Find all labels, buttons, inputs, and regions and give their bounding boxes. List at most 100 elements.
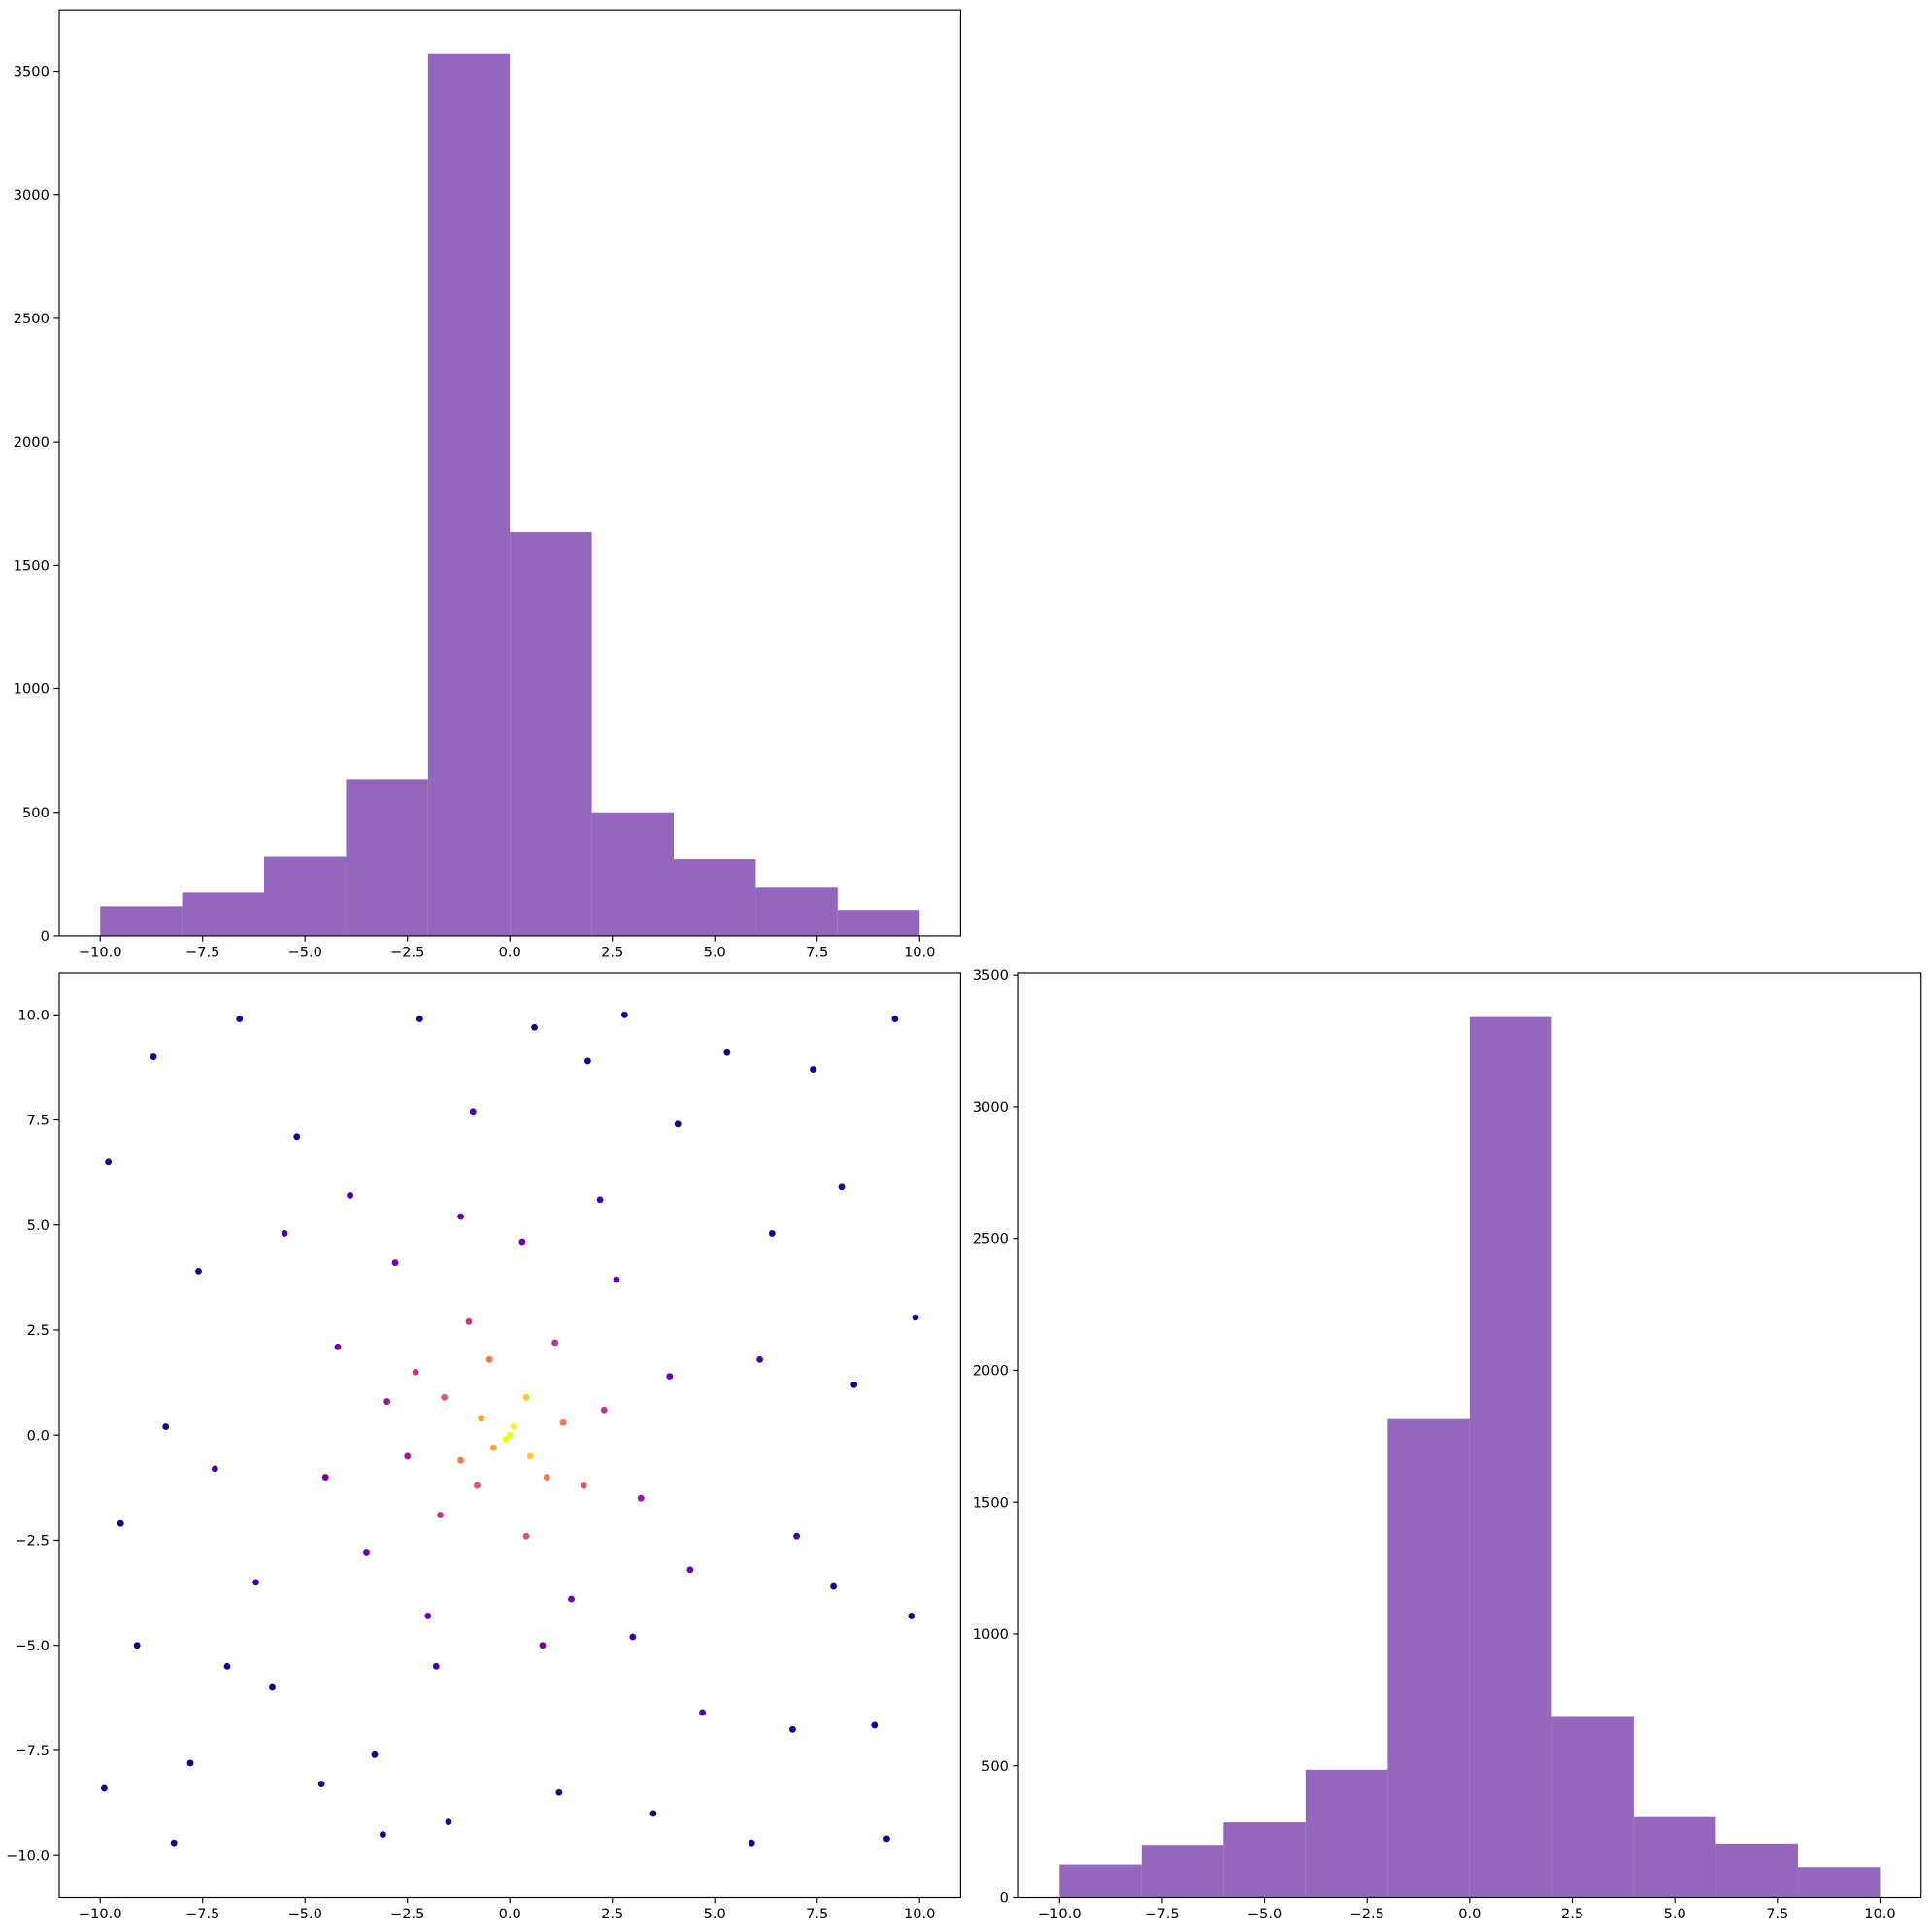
x-tick-label: −5.0 bbox=[288, 1906, 322, 1922]
point bbox=[437, 1512, 444, 1518]
point bbox=[404, 1452, 412, 1460]
point bbox=[150, 1053, 157, 1060]
x-tick-label: 7.5 bbox=[806, 944, 828, 960]
point bbox=[559, 1418, 567, 1426]
point bbox=[723, 1049, 731, 1056]
x-tick-label: 0.0 bbox=[499, 944, 521, 960]
point bbox=[252, 1579, 260, 1586]
point bbox=[871, 1721, 879, 1729]
point bbox=[269, 1683, 276, 1691]
point bbox=[793, 1532, 801, 1540]
point bbox=[281, 1229, 288, 1237]
bar bbox=[1797, 1867, 1881, 1898]
x-tick-label: −5.0 bbox=[1248, 1906, 1282, 1922]
point bbox=[810, 1066, 816, 1073]
y-tick-label: −2.5 bbox=[15, 1533, 49, 1549]
bar bbox=[346, 779, 428, 936]
point bbox=[748, 1839, 755, 1847]
point bbox=[637, 1494, 645, 1502]
y-tick-label: 7.5 bbox=[27, 1113, 50, 1129]
bar bbox=[1551, 1716, 1634, 1898]
point bbox=[674, 1120, 682, 1128]
point bbox=[511, 1423, 517, 1430]
x-tick-label: −5.0 bbox=[288, 944, 322, 960]
x-tick-label: −7.5 bbox=[1145, 1906, 1179, 1922]
point bbox=[445, 1818, 452, 1825]
y-tick-label: 1000 bbox=[973, 1626, 1009, 1643]
point bbox=[321, 1474, 329, 1481]
point bbox=[600, 1406, 608, 1414]
x-tick-label: 2.5 bbox=[601, 944, 623, 960]
point bbox=[699, 1709, 706, 1716]
point bbox=[133, 1642, 141, 1649]
y-tick-label: −10.0 bbox=[6, 1848, 50, 1864]
y-tick-label: 2000 bbox=[14, 434, 50, 450]
point bbox=[551, 1339, 559, 1347]
point bbox=[412, 1368, 419, 1376]
y-tick-label: 3500 bbox=[14, 64, 50, 81]
point bbox=[441, 1393, 449, 1401]
point bbox=[105, 1158, 113, 1166]
y-tick-label: −5.0 bbox=[15, 1638, 49, 1654]
bar bbox=[1387, 1418, 1470, 1898]
x-tick-label: 7.5 bbox=[806, 1906, 828, 1922]
point bbox=[788, 1725, 796, 1733]
point bbox=[555, 1788, 563, 1796]
bar bbox=[427, 53, 511, 936]
point bbox=[162, 1423, 170, 1430]
point bbox=[539, 1642, 547, 1649]
point bbox=[485, 1355, 493, 1363]
x-tick-label: 0.0 bbox=[499, 1906, 521, 1922]
point bbox=[469, 1108, 477, 1116]
point bbox=[522, 1393, 530, 1401]
x-tick-label: 2.5 bbox=[601, 1906, 623, 1922]
x-tick-label: −2.5 bbox=[390, 944, 424, 960]
bar bbox=[100, 906, 183, 936]
point bbox=[170, 1839, 178, 1847]
bar bbox=[1059, 1864, 1142, 1898]
y-tick-label: −7.5 bbox=[15, 1743, 49, 1759]
bar bbox=[591, 812, 675, 936]
x-tick-label: −7.5 bbox=[185, 944, 219, 960]
bar bbox=[264, 856, 347, 936]
point bbox=[383, 1398, 391, 1406]
point bbox=[478, 1415, 485, 1422]
x-tick-label: 7.5 bbox=[1766, 1906, 1788, 1922]
y-tick-label: 3500 bbox=[973, 967, 1009, 983]
point bbox=[293, 1133, 301, 1141]
point bbox=[666, 1373, 674, 1381]
x-tick-label: −10.0 bbox=[79, 944, 122, 960]
point bbox=[756, 1355, 764, 1363]
x-tick-label: 10.0 bbox=[904, 1906, 935, 1922]
point bbox=[195, 1267, 202, 1275]
bar bbox=[1469, 1016, 1552, 1898]
bar bbox=[182, 892, 265, 936]
point bbox=[912, 1314, 919, 1321]
point bbox=[850, 1381, 858, 1388]
point bbox=[457, 1213, 465, 1220]
point bbox=[465, 1317, 473, 1325]
point bbox=[580, 1482, 587, 1489]
point bbox=[502, 1436, 510, 1443]
bar bbox=[837, 910, 920, 936]
point bbox=[424, 1612, 432, 1619]
point bbox=[457, 1456, 465, 1464]
point bbox=[629, 1633, 637, 1641]
point bbox=[317, 1781, 325, 1788]
bar bbox=[1715, 1843, 1798, 1898]
x-tick-label: −10.0 bbox=[1038, 1906, 1082, 1922]
point bbox=[474, 1482, 481, 1489]
x-tick-label: −2.5 bbox=[390, 1906, 424, 1922]
y-tick-label: 3000 bbox=[973, 1099, 1009, 1116]
point bbox=[186, 1759, 194, 1767]
bar bbox=[1633, 1816, 1716, 1898]
point bbox=[506, 1431, 514, 1439]
bar bbox=[1141, 1845, 1224, 1898]
y-tick-label: 2.5 bbox=[27, 1322, 50, 1339]
y-tick-label: 0 bbox=[1000, 1890, 1009, 1907]
point bbox=[543, 1474, 550, 1481]
point bbox=[347, 1192, 354, 1199]
point bbox=[223, 1662, 231, 1670]
